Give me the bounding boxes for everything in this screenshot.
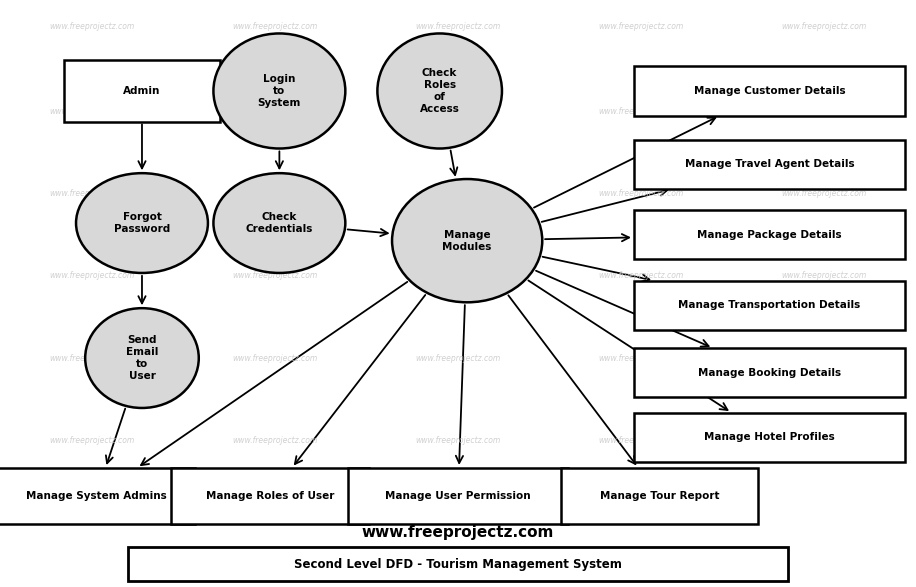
Text: www.freeprojectz.com: www.freeprojectz.com	[49, 189, 135, 198]
Text: www.freeprojectz.com: www.freeprojectz.com	[598, 107, 684, 116]
Text: www.freeprojectz.com: www.freeprojectz.com	[415, 353, 501, 363]
Text: www.freeprojectz.com: www.freeprojectz.com	[598, 22, 684, 31]
Text: www.freeprojectz.com: www.freeprojectz.com	[232, 353, 318, 363]
FancyBboxPatch shape	[0, 468, 195, 524]
Text: Check
Roles
of
Access: Check Roles of Access	[420, 68, 460, 114]
Ellipse shape	[85, 308, 199, 408]
Text: www.freeprojectz.com: www.freeprojectz.com	[781, 353, 867, 363]
Text: www.freeprojectz.com: www.freeprojectz.com	[232, 271, 318, 281]
FancyBboxPatch shape	[634, 210, 905, 259]
Ellipse shape	[377, 33, 502, 149]
Text: www.freeprojectz.com: www.freeprojectz.com	[598, 271, 684, 281]
Text: Login
to
System: Login to System	[257, 74, 301, 108]
Text: www.freeprojectz.com: www.freeprojectz.com	[232, 22, 318, 31]
Text: www.freeprojectz.com: www.freeprojectz.com	[598, 436, 684, 445]
FancyBboxPatch shape	[634, 348, 905, 397]
Text: www.freeprojectz.com: www.freeprojectz.com	[781, 271, 867, 281]
FancyBboxPatch shape	[128, 547, 788, 581]
Text: www.freeprojectz.com: www.freeprojectz.com	[781, 22, 867, 31]
Text: Manage
Modules: Manage Modules	[442, 230, 492, 252]
Text: Check
Credentials: Check Credentials	[245, 212, 313, 234]
FancyBboxPatch shape	[634, 140, 905, 189]
Text: Forgot
Password: Forgot Password	[114, 212, 170, 234]
Text: www.freeprojectz.com: www.freeprojectz.com	[415, 22, 501, 31]
Text: www.freeprojectz.com: www.freeprojectz.com	[781, 189, 867, 198]
FancyBboxPatch shape	[634, 413, 905, 462]
Text: www.freeprojectz.com: www.freeprojectz.com	[415, 436, 501, 445]
Text: www.freeprojectz.com: www.freeprojectz.com	[598, 353, 684, 363]
Text: www.freeprojectz.com: www.freeprojectz.com	[362, 525, 554, 541]
Text: Manage Customer Details: Manage Customer Details	[693, 86, 845, 96]
FancyBboxPatch shape	[64, 60, 220, 122]
Text: www.freeprojectz.com: www.freeprojectz.com	[781, 436, 867, 445]
FancyBboxPatch shape	[561, 468, 758, 524]
Text: www.freeprojectz.com: www.freeprojectz.com	[49, 271, 135, 281]
Text: Manage Travel Agent Details: Manage Travel Agent Details	[684, 159, 855, 170]
FancyBboxPatch shape	[171, 468, 369, 524]
Text: Manage Package Details: Manage Package Details	[697, 230, 842, 240]
FancyBboxPatch shape	[634, 66, 905, 116]
Text: www.freeprojectz.com: www.freeprojectz.com	[232, 436, 318, 445]
Text: www.freeprojectz.com: www.freeprojectz.com	[415, 271, 501, 281]
Text: Manage System Admins: Manage System Admins	[26, 491, 167, 501]
Ellipse shape	[213, 173, 345, 273]
Text: www.freeprojectz.com: www.freeprojectz.com	[415, 189, 501, 198]
Text: Admin: Admin	[124, 86, 160, 96]
Text: www.freeprojectz.com: www.freeprojectz.com	[49, 436, 135, 445]
Text: Manage Tour Report: Manage Tour Report	[600, 491, 719, 501]
Text: www.freeprojectz.com: www.freeprojectz.com	[49, 353, 135, 363]
Text: Manage User Permission: Manage User Permission	[386, 491, 530, 501]
FancyBboxPatch shape	[348, 468, 568, 524]
Text: Manage Booking Details: Manage Booking Details	[698, 367, 841, 378]
Ellipse shape	[76, 173, 208, 273]
Text: Manage Hotel Profiles: Manage Hotel Profiles	[704, 432, 834, 443]
Ellipse shape	[213, 33, 345, 149]
Text: Manage Roles of User: Manage Roles of User	[206, 491, 334, 501]
FancyBboxPatch shape	[634, 281, 905, 330]
Text: www.freeprojectz.com: www.freeprojectz.com	[49, 107, 135, 116]
Text: www.freeprojectz.com: www.freeprojectz.com	[415, 107, 501, 116]
Text: www.freeprojectz.com: www.freeprojectz.com	[598, 189, 684, 198]
Text: Second Level DFD - Tourism Management System: Second Level DFD - Tourism Management Sy…	[294, 558, 622, 571]
Text: www.freeprojectz.com: www.freeprojectz.com	[232, 189, 318, 198]
Text: Manage Transportation Details: Manage Transportation Details	[679, 300, 860, 311]
Text: www.freeprojectz.com: www.freeprojectz.com	[49, 22, 135, 31]
Ellipse shape	[392, 179, 542, 302]
Text: Send
Email
to
User: Send Email to User	[125, 335, 158, 381]
Text: www.freeprojectz.com: www.freeprojectz.com	[232, 107, 318, 116]
Text: www.freeprojectz.com: www.freeprojectz.com	[781, 107, 867, 116]
